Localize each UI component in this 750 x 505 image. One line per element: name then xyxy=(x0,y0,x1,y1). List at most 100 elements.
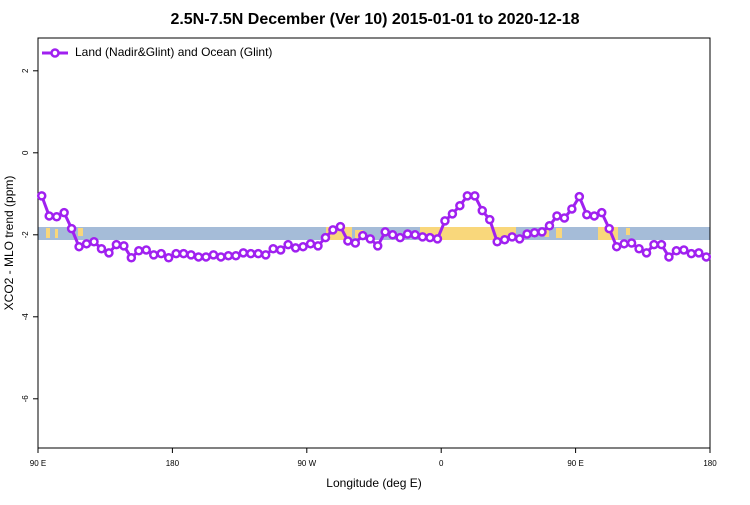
y-tick-label: -6 xyxy=(21,395,30,403)
point xyxy=(74,241,84,252)
point xyxy=(425,232,435,243)
point xyxy=(544,221,555,231)
point xyxy=(246,248,256,259)
point xyxy=(260,250,271,260)
point xyxy=(701,252,712,262)
point xyxy=(186,250,196,260)
point xyxy=(447,209,458,219)
chart-title: 2.5N-7.5N December (Ver 10) 2015-01-01 t… xyxy=(170,11,579,28)
point xyxy=(656,239,667,250)
point xyxy=(119,241,129,251)
y-tick-label: -2 xyxy=(21,231,30,239)
point xyxy=(410,230,420,240)
point xyxy=(193,252,204,262)
point xyxy=(148,250,159,260)
point xyxy=(313,241,323,251)
point xyxy=(372,241,383,251)
point xyxy=(514,234,525,244)
point xyxy=(507,232,517,242)
y-tick-label: 0 xyxy=(21,150,30,155)
point xyxy=(604,223,614,234)
point xyxy=(81,239,92,249)
point xyxy=(380,227,390,237)
point xyxy=(552,211,562,221)
legend-label: Land (Nadir&Glint) and Ocean (Glint) xyxy=(75,45,272,59)
point xyxy=(641,248,652,258)
x-tick-label: 0 xyxy=(439,459,444,468)
point xyxy=(328,225,338,235)
point xyxy=(290,243,301,253)
point xyxy=(537,227,547,237)
x-tick-label: 180 xyxy=(166,459,180,468)
point xyxy=(462,191,473,201)
x-axis-label: Longitude (deg E) xyxy=(326,476,421,490)
x-tick-label: 180 xyxy=(703,459,717,468)
point xyxy=(350,238,361,248)
point xyxy=(417,232,428,242)
point xyxy=(223,250,234,261)
plot-frame xyxy=(37,37,711,449)
point xyxy=(470,191,480,201)
point xyxy=(335,221,346,232)
point xyxy=(298,241,308,252)
point xyxy=(59,207,69,218)
point xyxy=(253,248,264,259)
point xyxy=(343,236,353,246)
point xyxy=(238,248,249,258)
point xyxy=(686,248,697,259)
x-tick-label: 90 E xyxy=(30,459,46,468)
point xyxy=(320,232,331,243)
point xyxy=(36,191,47,201)
point xyxy=(283,239,293,250)
point xyxy=(619,239,629,249)
point xyxy=(529,228,540,238)
point xyxy=(365,234,376,244)
legend-marker xyxy=(50,48,60,58)
point xyxy=(492,237,502,247)
point xyxy=(268,243,278,254)
point xyxy=(574,191,585,202)
point xyxy=(484,214,495,225)
point xyxy=(178,248,189,259)
point xyxy=(402,229,413,239)
point xyxy=(395,232,405,243)
point xyxy=(455,200,465,211)
point xyxy=(477,205,488,216)
point xyxy=(589,211,600,221)
point xyxy=(358,230,368,241)
point xyxy=(679,245,689,255)
point xyxy=(89,237,99,247)
point xyxy=(582,209,592,220)
point xyxy=(387,230,398,240)
point xyxy=(499,234,510,245)
point xyxy=(201,252,211,262)
point xyxy=(305,239,316,249)
point xyxy=(649,239,659,250)
point xyxy=(522,229,532,239)
point xyxy=(163,253,174,263)
point xyxy=(611,241,622,252)
point xyxy=(126,253,137,263)
point xyxy=(96,243,107,254)
y-axis-label: XCO2 - MLO trend (ppm) xyxy=(2,176,16,311)
point xyxy=(216,252,226,262)
point xyxy=(51,212,62,222)
x-tick-label: 90 E xyxy=(567,459,583,468)
point xyxy=(231,250,241,261)
point xyxy=(634,243,644,254)
point xyxy=(440,216,450,226)
point xyxy=(694,248,704,258)
point xyxy=(171,248,181,259)
point xyxy=(626,238,637,248)
y-tick-label: -4 xyxy=(21,313,30,321)
point xyxy=(156,248,166,259)
point xyxy=(141,245,152,255)
point xyxy=(664,252,674,262)
x-tick-label: 90 W xyxy=(297,459,316,468)
point xyxy=(671,246,682,256)
point xyxy=(44,211,54,221)
point xyxy=(275,245,286,255)
point xyxy=(596,207,607,218)
point xyxy=(559,213,570,223)
